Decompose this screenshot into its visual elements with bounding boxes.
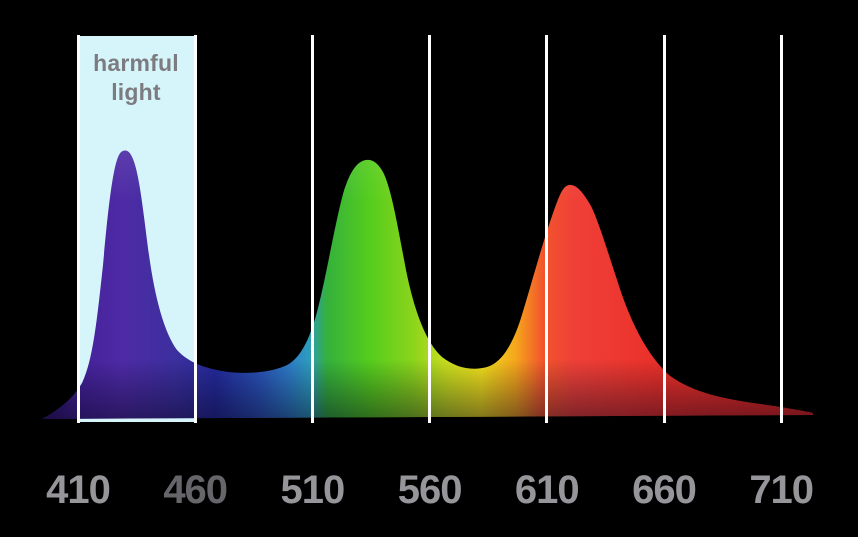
x-tick-label-660: 660 bbox=[632, 468, 697, 512]
x-tick-label-510: 510 bbox=[280, 468, 346, 512]
gridline-460 bbox=[193, 35, 197, 423]
spectrum-shading-overlay bbox=[42, 150, 813, 419]
x-tick-label-460: 460 bbox=[163, 468, 228, 512]
gridline-660 bbox=[662, 35, 666, 423]
gridline-610 bbox=[545, 35, 549, 423]
x-tick-label-410: 410 bbox=[46, 468, 111, 512]
harmful-light-label: harmful light bbox=[93, 50, 179, 106]
gridline-510 bbox=[310, 35, 314, 423]
gridline-710 bbox=[779, 35, 783, 423]
x-tick-label-610: 610 bbox=[514, 468, 580, 512]
gridline-560 bbox=[428, 35, 432, 423]
x-tick-label-560: 560 bbox=[397, 468, 463, 512]
gridline-410 bbox=[76, 35, 80, 423]
x-tick-label-710: 710 bbox=[749, 468, 814, 512]
